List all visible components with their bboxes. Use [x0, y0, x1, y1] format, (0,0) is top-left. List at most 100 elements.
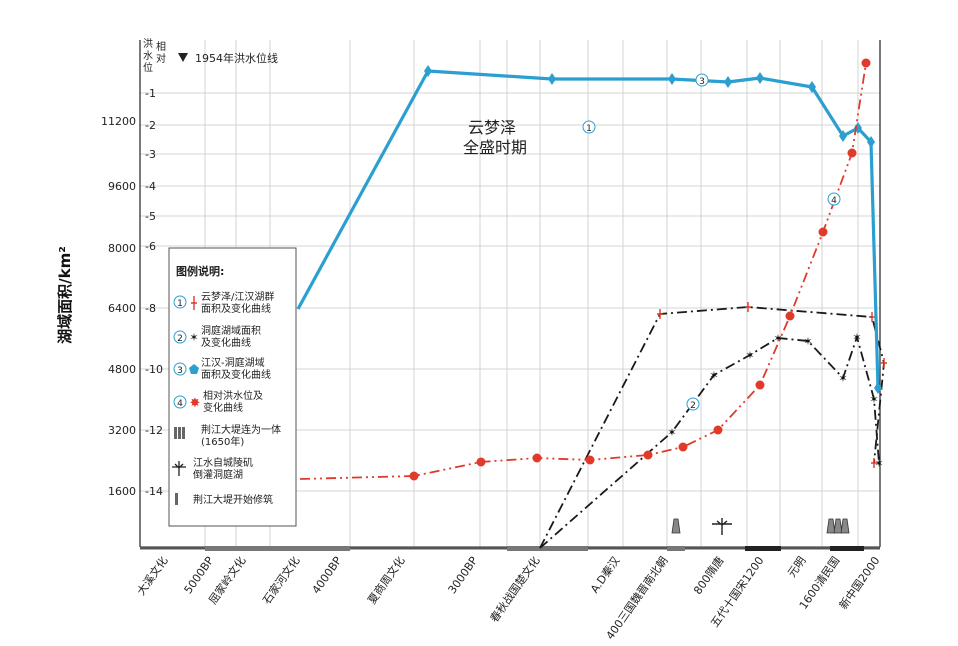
legend-2-line1: 洞庭湖域面积	[201, 324, 261, 337]
series-1-point	[745, 302, 751, 312]
series-3-point	[874, 382, 882, 394]
y-right-tick-labels: -1 -2 -3 -4 -5 -6 -8 -10 -12 -14	[145, 87, 163, 498]
series-2-point: ✶	[852, 331, 861, 344]
legend-num-1-icon	[173, 295, 187, 309]
y-right-tick: -4	[145, 180, 156, 193]
x-category-label: 石家河文化	[259, 554, 302, 607]
down-triangle-icon	[178, 53, 188, 62]
series-3-point	[808, 81, 816, 93]
legend-1-line1: 云梦泽/江汉湖群	[201, 290, 274, 303]
series-4-point	[861, 58, 871, 68]
legend-item-1: 1 云梦泽/江汉湖群 面积及变化曲线	[173, 290, 274, 315]
series-2-point: ✶	[838, 372, 847, 385]
series-4-point	[409, 471, 419, 481]
flood-1954-label: 1954年洪水位线	[195, 51, 278, 65]
x-category-label: 4000BP	[310, 554, 345, 596]
embankment-joined-icon	[826, 518, 850, 534]
y-right-tick: -1	[145, 87, 156, 100]
chart-axes	[139, 40, 881, 551]
legend-num-4: 4	[177, 399, 183, 409]
legend-num-4-icon	[173, 395, 187, 409]
series-callouts: 1 2 3 4	[582, 73, 841, 411]
series-4-point	[476, 457, 486, 467]
series-1	[539, 302, 887, 549]
y-right-tick: -3	[145, 148, 156, 161]
red-burst-marker-icon: ✸	[190, 396, 201, 411]
y-right-tick: -8	[145, 302, 156, 315]
y-right-tick: -12	[145, 424, 163, 437]
y-right-tick: -14	[145, 485, 163, 498]
x-category-label: 3000BP	[446, 554, 481, 596]
black-star-marker-icon: ✶	[189, 331, 198, 344]
series-2-point: ✶	[869, 393, 878, 406]
series-2-point: ✶	[874, 457, 883, 470]
legend-4-line2: 变化曲线	[203, 401, 243, 414]
legend-7-line1: 荆江大堤开始修筑	[193, 493, 273, 506]
y-right-title-char-5: 对	[156, 52, 166, 65]
x-category-label: 新中国2000	[836, 554, 882, 612]
series-1-point	[881, 358, 887, 368]
callout-1-icon	[582, 120, 596, 134]
series-3-point	[424, 65, 432, 77]
series-3-point	[839, 130, 847, 142]
backflow-legend-icon	[172, 461, 186, 476]
series-1-point	[657, 309, 663, 319]
series-2-point: ✶	[709, 369, 718, 382]
callout-3-icon	[695, 73, 709, 87]
series-2: ✶ ✶ ✶ ✶ ✶ ✶ ✶ ✶ ✶	[539, 331, 884, 549]
legend-3-line1: 江汉-洞庭湖域	[201, 356, 265, 369]
series-2-point: ✶	[667, 426, 676, 439]
callout-3-label: 3	[699, 77, 705, 87]
series-3-point	[724, 76, 732, 88]
flood-1954-marker: 1954年洪水位线	[178, 51, 278, 65]
callout-2-icon	[686, 397, 700, 411]
y-right-tick: -5	[145, 210, 156, 223]
y-left-tick: 6400	[108, 302, 136, 315]
y-right-title-char-2: 水	[143, 50, 153, 62]
legend-2-line2: 及变化曲线	[201, 336, 251, 349]
series-4-point	[818, 227, 828, 237]
legend-5-line2: (1650年)	[201, 435, 244, 448]
y-left-tick: 9600	[108, 180, 136, 193]
y-right-tick: -6	[145, 240, 156, 253]
series-4-point	[847, 148, 857, 158]
legend-item-5: 荆江大堤连为一体 (1650年)	[174, 423, 281, 448]
series-2-point: ✶	[745, 349, 754, 362]
series-1-line	[539, 306, 885, 549]
legend-item-2: 2 ✶ 洞庭湖域面积 及变化曲线	[173, 324, 261, 349]
callout-4-label: 4	[831, 196, 837, 206]
legend-3-line2: 面积及变化曲线	[201, 368, 271, 381]
legend-num-3-icon	[173, 362, 187, 376]
series-2-line	[539, 336, 880, 549]
legend-item-3: 3 江汉-洞庭湖域 面积及变化曲线	[173, 356, 271, 381]
x-category-label: 大溪文化	[134, 554, 171, 598]
series-1-point	[871, 458, 877, 468]
callout-1-label: 1	[586, 124, 592, 134]
legend-num-2: 2	[177, 334, 183, 344]
callout-4-icon	[827, 192, 841, 206]
backflow-icon	[712, 518, 732, 535]
y-right-title-char-1: 洪	[143, 38, 153, 50]
y-axis-label: 湖域面积/km²	[56, 246, 74, 344]
legend-6-line1: 江水自城陵矶	[193, 456, 253, 469]
legend-4-line1: 相对洪水位及	[203, 389, 263, 402]
legend-num-3: 3	[177, 366, 183, 376]
series-4-point	[785, 311, 795, 321]
x-category-label: A.D秦汉	[587, 554, 622, 596]
series-4-point	[755, 380, 765, 390]
y-left-tick: 4800	[108, 363, 136, 376]
y-left-tick: 1600	[108, 485, 136, 498]
single-embankment-icon	[175, 493, 178, 505]
x-category-label: 夏商周文化	[364, 554, 407, 607]
legend-num-2-icon	[173, 330, 187, 344]
x-category-label: 5000BP	[182, 554, 217, 596]
series-4-point	[713, 425, 723, 435]
series-3-point	[548, 73, 556, 85]
y-right-tick: -10	[145, 363, 163, 376]
series-3-point	[756, 72, 764, 84]
legend-item-6: 江水自城陵矶 倒灌洞庭湖	[172, 456, 253, 481]
legend-item-4: 4 ✸ 相对洪水位及 变化曲线	[173, 389, 263, 414]
legend-5-line1: 荆江大堤连为一体	[201, 423, 281, 436]
y-left-tick-labels: 1600 3200 4800 6400 8000 9600 11200	[101, 115, 136, 498]
